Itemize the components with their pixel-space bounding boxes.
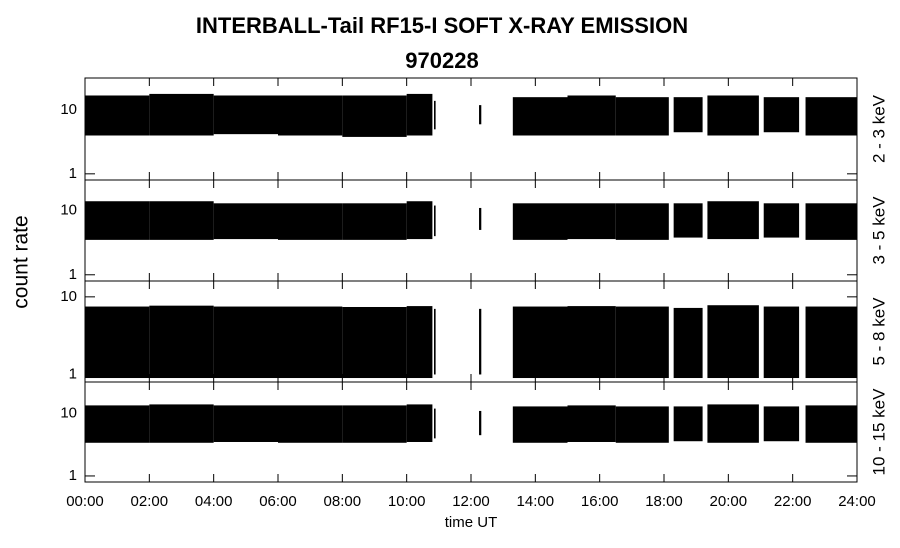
- x-tick-label: 10:00: [388, 493, 426, 510]
- data-band: [615, 97, 669, 136]
- data-band: [278, 306, 343, 379]
- data-band: [805, 97, 857, 136]
- data-band: [512, 306, 568, 379]
- x-tick-label: 22:00: [774, 493, 812, 510]
- y-tick-label: 1: [69, 165, 77, 182]
- data-band: [707, 95, 759, 136]
- data-band: [434, 205, 436, 237]
- data-band: [342, 95, 407, 137]
- y-tick-label: 1: [69, 365, 77, 382]
- data-band: [149, 404, 214, 443]
- x-tick-label: 00:00: [66, 493, 104, 510]
- panel-label: 2 - 3 keV: [869, 94, 888, 163]
- data-band: [406, 404, 433, 442]
- data-band: [434, 100, 436, 130]
- x-tick-label: 24:00: [838, 493, 876, 510]
- x-tick-label: 04:00: [195, 493, 233, 510]
- data-band: [567, 203, 616, 240]
- data-band: [85, 405, 150, 443]
- data-band: [342, 405, 407, 443]
- data-band: [213, 306, 278, 379]
- data-band: [213, 405, 278, 442]
- x-tick-label: 18:00: [645, 493, 683, 510]
- x-tick-label: 14:00: [517, 493, 555, 510]
- chart-title: INTERBALL-Tail RF15-I SOFT X-RAY EMISSIO…: [196, 13, 688, 38]
- data-band: [213, 95, 278, 135]
- data-band: [479, 308, 482, 375]
- x-tick-label: 02:00: [131, 493, 169, 510]
- y-tick-label: 10: [60, 288, 77, 305]
- y-tick-label: 1: [69, 467, 77, 484]
- data-band: [278, 95, 343, 136]
- data-band: [615, 203, 669, 240]
- data-band: [707, 305, 759, 379]
- data-band: [763, 406, 800, 442]
- data-band: [763, 306, 800, 379]
- data-band: [512, 203, 568, 240]
- data-band: [673, 203, 703, 238]
- data-band: [707, 404, 759, 443]
- data-band: [479, 410, 482, 436]
- panel-label: 5 - 8 keV: [869, 297, 888, 366]
- data-band: [615, 406, 669, 443]
- x-tick-label: 12:00: [452, 493, 490, 510]
- data-band: [805, 203, 857, 240]
- data-band: [763, 97, 800, 133]
- data-band: [149, 305, 214, 379]
- data-band: [406, 93, 433, 136]
- data-band: [707, 201, 759, 240]
- x-tick-label: 06:00: [259, 493, 297, 510]
- y-tick-label: 10: [60, 202, 77, 219]
- y-axis-label: count rate: [10, 215, 33, 308]
- data-band: [406, 306, 433, 379]
- data-band: [805, 306, 857, 379]
- data-band: [434, 408, 436, 439]
- data-band: [673, 97, 703, 133]
- x-tick-label: 16:00: [581, 493, 619, 510]
- panel-label: 10 - 15 keV: [869, 388, 888, 476]
- data-band: [567, 306, 616, 379]
- chart-subtitle: 970228: [405, 48, 478, 73]
- x-tick-label: 20:00: [710, 493, 748, 510]
- x-tick-label: 08:00: [324, 493, 362, 510]
- y-tick-label: 1: [69, 266, 77, 283]
- data-band: [85, 306, 150, 379]
- data-band: [615, 306, 669, 379]
- data-band: [567, 405, 616, 442]
- data-band: [85, 201, 150, 240]
- data-band: [763, 203, 800, 238]
- data-band: [673, 307, 703, 379]
- x-axis-label: time UT: [445, 514, 498, 531]
- data-band: [479, 207, 482, 230]
- data-band: [342, 306, 407, 379]
- data-band: [567, 95, 616, 136]
- data-band: [673, 406, 703, 442]
- data-band: [278, 405, 343, 443]
- data-band: [512, 406, 568, 443]
- data-band: [213, 203, 278, 240]
- data-band: [149, 93, 214, 136]
- data-band: [805, 405, 857, 443]
- data-band: [149, 201, 214, 240]
- y-tick-label: 10: [60, 405, 77, 422]
- data-band: [342, 203, 407, 240]
- data-band: [512, 97, 568, 136]
- data-band: [434, 308, 436, 375]
- data-band: [278, 203, 343, 240]
- data-band: [479, 105, 482, 125]
- data-band: [85, 95, 150, 136]
- y-tick-label: 10: [60, 101, 77, 118]
- data-band: [406, 201, 433, 240]
- panel-label: 3 - 5 keV: [869, 196, 888, 265]
